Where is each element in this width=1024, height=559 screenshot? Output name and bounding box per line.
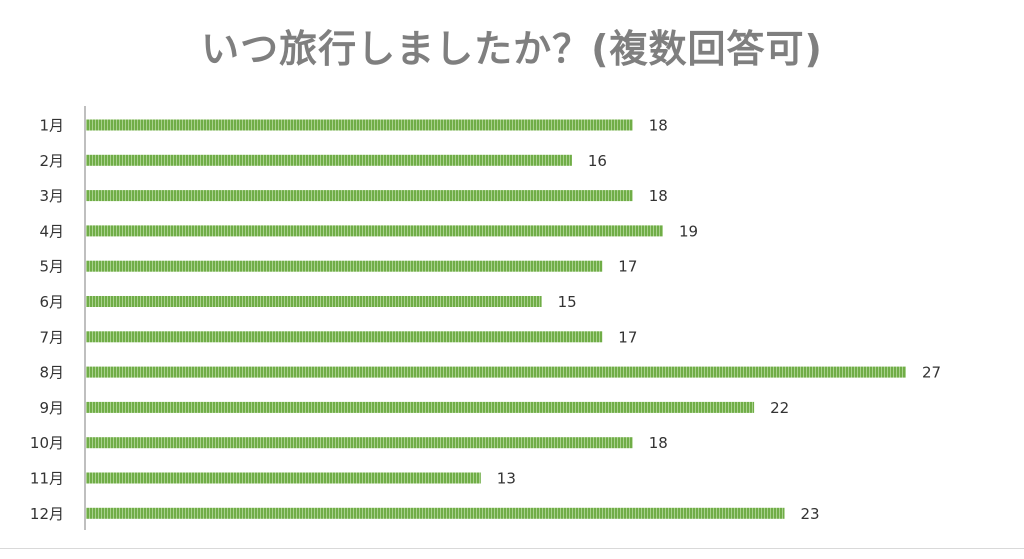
category-label-2: 2月 [39,152,64,170]
bar-1 [86,119,633,131]
category-label-1: 1月 [39,117,64,135]
category-label-10: 10月 [30,434,64,452]
bar-10 [86,437,633,449]
category-label-5: 5月 [39,258,64,276]
bar-4 [86,225,663,237]
bar-5 [86,260,603,272]
value-label-3: 18 [649,187,668,205]
value-label-12: 23 [801,505,820,523]
category-label-12: 12月 [30,505,64,523]
value-label-7: 17 [618,328,637,346]
value-label-1: 18 [649,117,668,135]
value-label-5: 17 [618,258,637,276]
category-label-7: 7月 [39,328,64,346]
value-label-10: 18 [649,434,668,452]
category-label-4: 4月 [39,222,64,240]
chart-title: いつ旅行しましたか？(複数回答可) [201,27,823,71]
bar-11 [86,472,481,484]
category-label-6: 6月 [39,293,64,311]
value-label-4: 19 [679,222,698,240]
bottom-rule [0,548,1024,549]
category-label-3: 3月 [39,187,64,205]
bar-9 [86,401,755,413]
bar-6 [86,296,542,307]
bar-7 [86,331,603,343]
bar-8 [86,366,906,378]
value-label-8: 27 [922,364,941,382]
value-label-6: 15 [558,293,577,311]
value-label-9: 22 [770,399,789,417]
category-label-8: 8月 [39,364,64,382]
category-label-9: 9月 [39,399,64,417]
value-label-2: 16 [588,152,607,170]
bar-12 [86,507,785,519]
bar-3 [86,190,633,202]
bar-2 [86,154,572,166]
category-label-11: 11月 [30,470,64,488]
value-label-11: 13 [497,470,516,488]
